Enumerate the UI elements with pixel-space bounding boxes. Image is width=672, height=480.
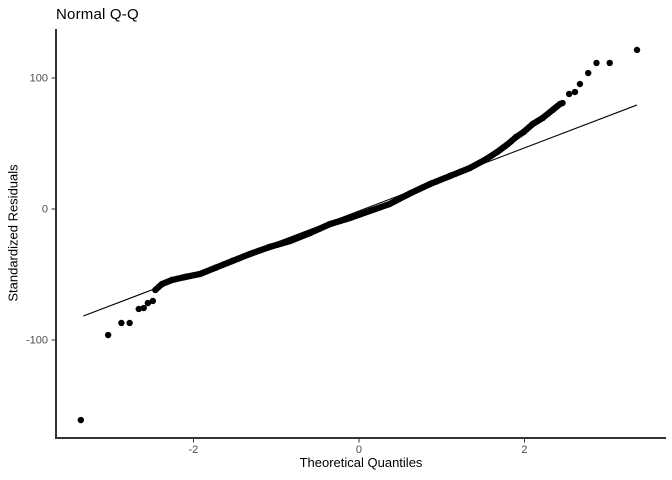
qq-point — [126, 319, 133, 327]
qq-point — [144, 299, 152, 307]
x-tick-label: 2 — [521, 444, 527, 456]
qq-point — [576, 80, 584, 88]
qq-point — [584, 69, 592, 77]
qq-point — [571, 88, 579, 96]
qq-point — [104, 331, 112, 339]
qq-point — [633, 46, 641, 54]
qq-point — [77, 416, 85, 424]
y-axis-title: Standardized Residuals — [5, 164, 21, 302]
qq-point — [593, 59, 600, 67]
x-tick-label: 0 — [356, 444, 362, 456]
x-axis-title: Theoretical Quantiles — [299, 455, 423, 470]
qq-point — [606, 59, 613, 67]
qq-point — [149, 297, 157, 305]
chart-title: Normal Q-Q — [56, 6, 139, 23]
qq-point — [565, 90, 573, 98]
y-tick-label: 100 — [30, 72, 48, 84]
qq-point — [135, 305, 142, 313]
y-tick-label: 0 — [42, 204, 48, 216]
qq-point — [140, 304, 147, 312]
y-tick-label: -100 — [26, 335, 48, 347]
x-tick-label: -2 — [189, 444, 199, 456]
qq-point — [118, 319, 125, 327]
qq-point — [559, 99, 566, 107]
